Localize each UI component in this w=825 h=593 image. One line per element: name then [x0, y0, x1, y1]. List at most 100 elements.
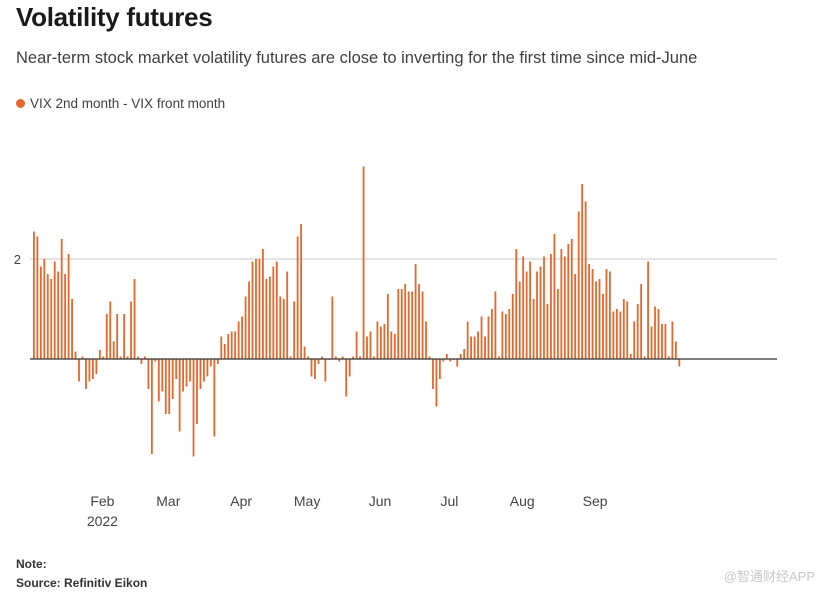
bar — [397, 289, 400, 359]
bar — [411, 291, 414, 359]
bar — [345, 359, 348, 397]
bar — [321, 356, 323, 359]
bar — [421, 291, 424, 359]
bar — [515, 249, 518, 359]
bar — [282, 299, 285, 359]
bar — [668, 356, 670, 359]
bar — [414, 264, 417, 359]
bar — [272, 266, 275, 359]
bar — [657, 309, 660, 359]
bar — [511, 294, 514, 359]
bar — [532, 299, 535, 359]
bar — [348, 359, 351, 377]
bar — [352, 356, 355, 359]
bar — [484, 336, 486, 359]
bar — [508, 309, 511, 359]
bar — [386, 294, 389, 359]
x-tick-label: Sep — [583, 493, 608, 509]
bar — [494, 291, 497, 359]
bar — [622, 299, 625, 359]
bar — [546, 304, 549, 359]
bar — [407, 291, 410, 359]
bar — [678, 359, 681, 367]
chart-subtitle: Near-term stock market volatility future… — [16, 49, 698, 67]
bar — [213, 359, 216, 437]
bar — [324, 359, 327, 382]
bar — [536, 271, 538, 359]
bar — [209, 359, 212, 367]
bar — [57, 271, 60, 359]
bar — [178, 359, 181, 432]
bar — [529, 261, 532, 359]
bar — [43, 259, 46, 359]
bar — [109, 301, 112, 359]
bar — [91, 359, 94, 379]
bar — [650, 326, 653, 359]
bar — [633, 321, 636, 359]
bar — [376, 321, 379, 359]
bar — [543, 256, 545, 359]
bar — [556, 289, 559, 359]
bar — [480, 316, 483, 359]
bar — [265, 279, 268, 359]
bar — [661, 324, 663, 359]
bar — [137, 356, 139, 359]
bar — [629, 354, 632, 359]
bar — [71, 299, 73, 359]
bar — [248, 281, 250, 359]
bar — [67, 254, 70, 359]
bar — [664, 324, 667, 359]
bar — [116, 314, 119, 359]
bar — [140, 359, 143, 364]
bar — [584, 201, 587, 359]
y-tick-label: 2 — [14, 252, 21, 267]
bar — [105, 314, 108, 359]
bar — [518, 281, 521, 359]
bar — [154, 359, 157, 362]
bar — [300, 224, 302, 359]
bar — [470, 336, 473, 359]
x-tick-label: Jul — [440, 493, 458, 509]
bar — [331, 296, 334, 359]
bar — [74, 351, 77, 359]
bar — [598, 279, 601, 359]
bar — [64, 274, 67, 359]
bar — [619, 311, 622, 359]
bar — [185, 359, 188, 387]
bar — [404, 284, 407, 359]
bar — [491, 309, 493, 359]
bar — [383, 324, 386, 359]
bar — [654, 306, 656, 359]
bar — [39, 266, 42, 359]
bar — [133, 279, 136, 359]
bar — [78, 359, 80, 382]
bar — [307, 356, 309, 359]
bar — [206, 359, 209, 377]
bar — [296, 236, 299, 359]
bar — [33, 231, 35, 359]
bar — [310, 359, 313, 377]
bar — [362, 166, 365, 359]
bar — [119, 356, 122, 359]
bar — [643, 356, 646, 359]
x-tick-label: May — [294, 493, 320, 509]
bar — [418, 284, 420, 359]
bar — [223, 344, 226, 359]
bar — [258, 259, 261, 359]
bar — [671, 321, 674, 359]
bar — [602, 294, 604, 359]
bar — [262, 249, 264, 359]
bar — [189, 359, 191, 382]
bar — [268, 276, 271, 359]
bar — [442, 359, 445, 362]
bar — [636, 304, 639, 359]
bar — [567, 244, 570, 359]
bar — [255, 259, 257, 359]
bar — [609, 271, 611, 359]
bar — [466, 321, 469, 359]
bar — [355, 331, 358, 359]
bar — [275, 261, 278, 359]
bar — [605, 269, 608, 359]
bar — [626, 301, 629, 359]
bar — [196, 359, 198, 424]
